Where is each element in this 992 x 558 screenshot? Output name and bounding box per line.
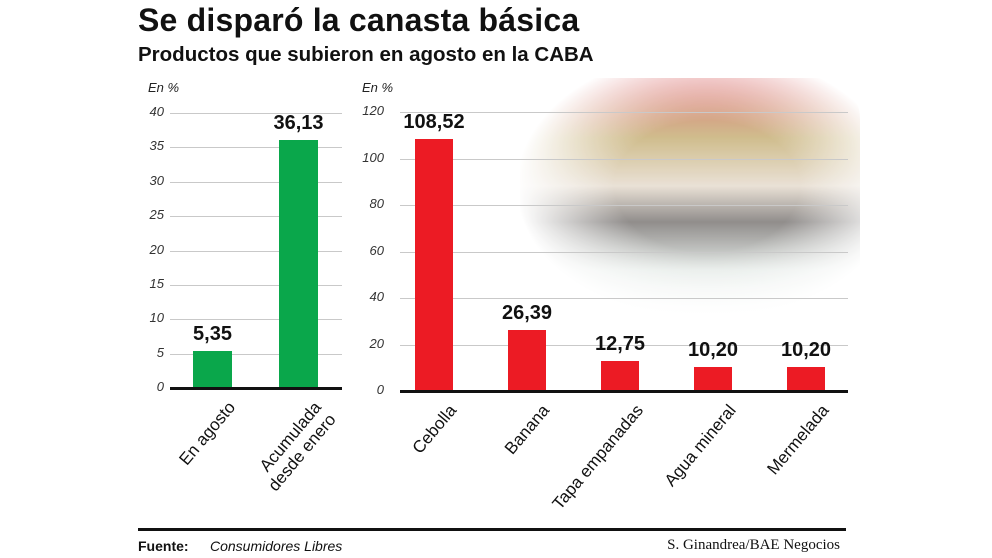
x-category-line: Tapa empanadas xyxy=(548,401,647,514)
bar xyxy=(193,351,232,388)
bar-value-label: 10,20 xyxy=(780,339,832,362)
x-category-label: En agosto xyxy=(175,398,239,469)
x-category-line: Banana xyxy=(501,401,554,459)
y-tick-label: 80 xyxy=(369,196,384,211)
x-category-line: Mermelada xyxy=(763,401,833,479)
y-tick-label: 0 xyxy=(156,379,164,394)
bar-value-label: 26,39 xyxy=(501,301,553,324)
gridline xyxy=(400,251,848,253)
gridline xyxy=(170,284,342,286)
footer-divider xyxy=(138,528,846,531)
source-value: Consumidores Libres xyxy=(210,538,343,554)
x-axis-line xyxy=(400,390,848,393)
gridline xyxy=(170,181,342,183)
y-tick-label: 25 xyxy=(149,207,164,223)
credit: S. Ginandrea/BAE Negocios xyxy=(667,537,840,553)
y-tick-label: 0 xyxy=(376,382,384,397)
y-tick-label: 30 xyxy=(149,172,164,188)
x-category-line: Cebolla xyxy=(408,401,461,458)
bar xyxy=(694,367,732,391)
y-tick-label: 40 xyxy=(149,104,164,119)
gridline xyxy=(400,158,848,160)
bar-value-label: 5,35 xyxy=(193,323,232,346)
bar xyxy=(508,329,546,391)
y-tick-label: 120 xyxy=(362,103,384,118)
y-tick-label: 100 xyxy=(362,149,384,165)
y-tick-label: 20 xyxy=(369,335,384,351)
gridline xyxy=(170,147,342,149)
x-category-label: Acumulada desde enero xyxy=(250,398,340,495)
x-category-label: Agua mineral xyxy=(661,401,740,490)
bar xyxy=(787,367,825,391)
y-tick-label: 20 xyxy=(149,241,164,257)
grocery-store-photo xyxy=(520,78,860,318)
left-y-unit: En % xyxy=(148,80,180,95)
gridline xyxy=(170,353,342,355)
bar xyxy=(279,139,318,388)
gridline xyxy=(400,344,848,346)
x-category-label: Banana xyxy=(501,401,553,458)
gridline xyxy=(170,250,342,252)
gridline xyxy=(400,298,848,299)
x-category-line: Agua mineral xyxy=(660,401,740,490)
y-tick-label: 15 xyxy=(149,275,164,291)
chart-title: Se disparó la canasta básica xyxy=(138,2,580,38)
gridline xyxy=(170,319,342,321)
chart-subtitle: Productos que subieron en agosto en la C… xyxy=(138,43,594,66)
bar-value-label: 12,75 xyxy=(594,333,646,356)
source-label: Fuente: xyxy=(138,538,189,554)
gridline xyxy=(400,112,848,113)
gridline xyxy=(170,113,342,114)
y-tick-label: 40 xyxy=(369,289,384,304)
x-category-label: Mermelada xyxy=(763,401,832,478)
bar xyxy=(415,138,453,391)
y-tick-label: 60 xyxy=(369,242,384,258)
bar-value-label: 10,20 xyxy=(687,339,739,362)
bar xyxy=(601,361,639,391)
x-category-label: Tapa empanadas xyxy=(548,401,646,513)
bar-value-label: 108,52 xyxy=(403,110,465,133)
y-tick-label: 35 xyxy=(149,138,164,154)
bar-value-label: 36,13 xyxy=(273,111,324,134)
y-tick-label: 5 xyxy=(156,344,164,360)
gridline xyxy=(170,216,342,218)
x-category-line: En agosto xyxy=(175,398,240,469)
x-category-label: Cebolla xyxy=(409,401,461,457)
gridline xyxy=(400,205,848,206)
x-axis-line xyxy=(170,387,342,390)
y-tick-label: 10 xyxy=(149,310,164,326)
right-y-unit: En % xyxy=(362,80,394,95)
